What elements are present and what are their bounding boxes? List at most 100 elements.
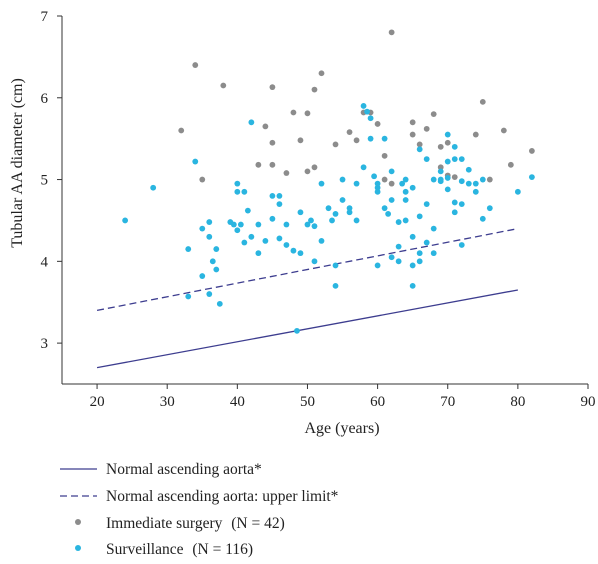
x-tick-label-60: 60 — [370, 394, 385, 410]
surveillance-point — [367, 115, 374, 122]
surveillance-point — [276, 193, 283, 199]
surveillance-point — [297, 209, 304, 216]
surveillance-point — [409, 233, 416, 240]
surveillance-point — [329, 217, 335, 224]
immediate-surgery-point — [304, 110, 311, 117]
surveillance-point — [255, 250, 262, 257]
surveillance-point — [381, 135, 388, 142]
surveillance-point — [402, 217, 409, 224]
surveillance-point — [339, 176, 346, 183]
immediate-surgery-point — [472, 131, 479, 138]
immediate-surgery-point — [318, 70, 325, 77]
legend-label-upper-limit: Normal ascending aorta: upper limit* — [106, 488, 339, 505]
surveillance-point — [255, 221, 262, 228]
surveillance-point — [367, 135, 374, 142]
surveillance-point — [283, 221, 290, 228]
immediate-surgery-point — [381, 176, 388, 183]
immediate-surgery-point — [332, 141, 339, 148]
legend-label-normal: Normal ascending aorta* — [106, 461, 262, 478]
surveillance-point — [399, 180, 406, 187]
x-axis-label: Age (years) — [304, 420, 379, 437]
immediate-surgery-point — [409, 131, 416, 138]
surveillance-point — [248, 119, 255, 126]
surveillance-point — [364, 108, 370, 115]
surveillance-point — [416, 250, 423, 257]
surveillance-point — [374, 180, 381, 187]
surveillance-point — [311, 223, 318, 230]
surveillance-point — [430, 250, 437, 257]
x-tick-label-40: 40 — [230, 394, 245, 410]
immediate-surgery-point — [269, 139, 276, 146]
surveillance-point — [237, 221, 244, 228]
legend: Normal ascending aorta* Normal ascending… — [60, 461, 339, 558]
surveillance-point — [416, 258, 423, 265]
immediate-surgery-point — [220, 82, 227, 89]
surveillance-point — [458, 156, 465, 163]
immediate-surgery-point — [346, 129, 353, 136]
immediate-surgery-point — [381, 152, 388, 159]
surveillance-point — [423, 156, 430, 163]
surveillance-point — [230, 221, 237, 228]
legend-immediate-n: (N = 42) — [231, 515, 285, 532]
immediate-surgery-point — [311, 164, 318, 171]
surveillance-point — [409, 184, 416, 191]
immediate-surgery-point — [304, 168, 311, 175]
surveillance-point — [308, 217, 314, 224]
surveillance-point — [185, 293, 192, 300]
surveillance-point — [339, 197, 346, 203]
surveillance-point — [430, 176, 437, 183]
surveillance-point — [346, 205, 353, 212]
upper-limit-line — [96, 227, 518, 312]
surveillance-point — [318, 237, 325, 244]
legend-surveillance-n: (N = 116) — [192, 541, 253, 558]
surveillance-point — [206, 233, 213, 240]
surveillance-point — [430, 225, 437, 232]
immediate-surgery-point — [178, 127, 185, 134]
surveillance-point — [472, 180, 479, 187]
legend-surveillance-name: Surveillance — [106, 541, 184, 558]
surveillance-point — [248, 233, 255, 240]
surveillance-point — [290, 247, 297, 254]
surveillance-point — [262, 237, 269, 244]
immediate-surgery-point — [507, 161, 514, 168]
immediate-surgery-point — [269, 161, 276, 168]
immediate-surgery-point — [409, 119, 416, 126]
immediate-surgery-point — [500, 127, 507, 134]
y-tick-label-3: 3 — [41, 336, 49, 352]
surveillance-point — [234, 188, 241, 195]
immediate-surgery-point — [528, 148, 535, 154]
surveillance-point — [437, 176, 444, 183]
surveillance-point — [409, 282, 416, 289]
surveillance-point — [444, 158, 451, 165]
surveillance-point — [192, 158, 199, 165]
surveillance-point — [297, 250, 304, 257]
immediate-surgery-point — [444, 139, 451, 146]
immediate-surgery-point — [297, 137, 304, 144]
surveillance-point — [234, 180, 241, 187]
surveillance-point — [206, 219, 213, 225]
surveillance-point — [402, 188, 409, 195]
surveillance-point — [374, 184, 381, 191]
immediate-surgery-point — [437, 164, 444, 171]
surveillance-point — [416, 146, 423, 153]
x-tick-label-70: 70 — [440, 394, 455, 410]
immediate-surgery-point — [437, 143, 444, 150]
immediate-surgery-point — [423, 125, 430, 132]
surveillance-point — [385, 211, 392, 217]
surveillance-point — [388, 197, 395, 203]
surveillance-point — [444, 131, 451, 138]
immediate-surgery-point — [255, 161, 262, 168]
normal-line — [96, 289, 518, 369]
x-tick-label-80: 80 — [510, 394, 525, 410]
surveillance-point — [332, 262, 339, 269]
surveillance-point — [479, 215, 486, 222]
surveillance-point — [437, 168, 444, 175]
y-tick-label-4: 4 — [41, 254, 49, 270]
surveillance-point — [150, 184, 157, 191]
surveillance-point — [241, 188, 248, 195]
immediate-surgery-point — [199, 176, 206, 183]
surveillance-point — [423, 201, 430, 207]
surveillance-point — [216, 300, 223, 307]
surveillance-point — [458, 178, 465, 185]
